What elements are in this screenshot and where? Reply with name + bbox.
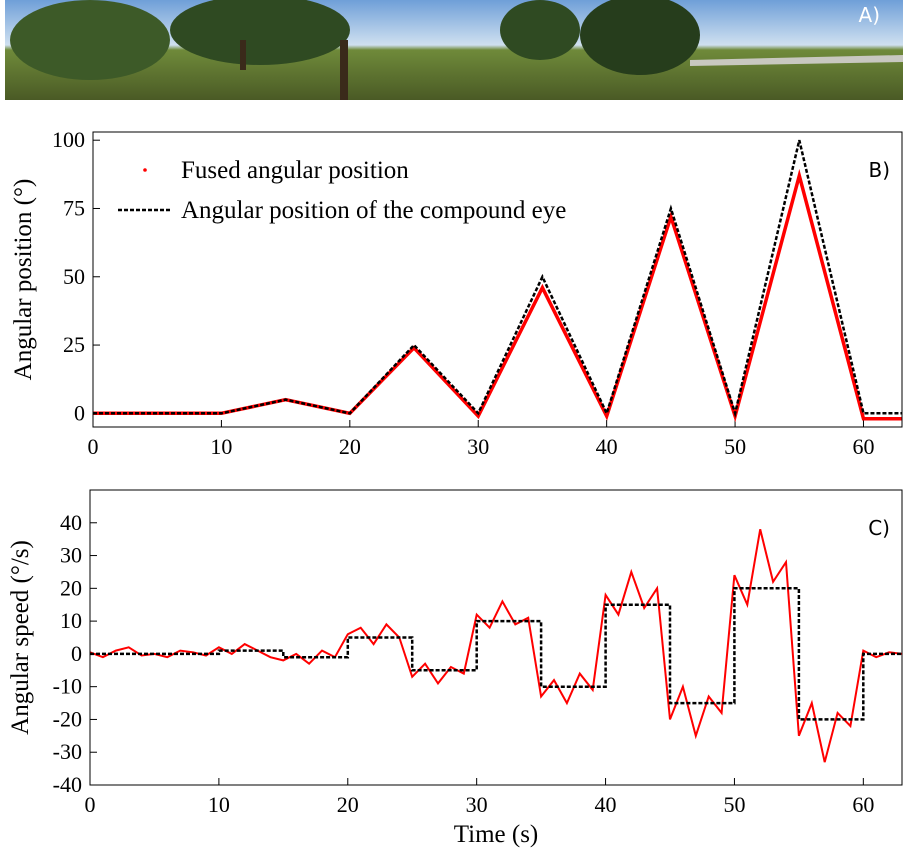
y-tick-label: -40 <box>53 772 82 797</box>
y-tick-label: 100 <box>52 127 85 152</box>
y-tick-label: 10 <box>60 608 82 633</box>
x-tick-label: 30 <box>466 792 488 817</box>
series-line <box>89 529 903 763</box>
plot-frame <box>89 489 903 786</box>
x-tick-label: 40 <box>596 434 618 459</box>
y-tick-label: 20 <box>60 575 82 600</box>
plot-frame <box>92 131 903 428</box>
x-tick-label: 10 <box>210 434 232 459</box>
legend-label: Fused angular position <box>181 157 409 184</box>
x-tick-label: 0 <box>85 792 96 817</box>
y-tick-label: -20 <box>53 706 82 731</box>
y-tick-label: 0 <box>71 641 82 666</box>
x-tick-label: 20 <box>337 792 359 817</box>
panel-label: C) <box>868 516 890 540</box>
y-tick-label: -10 <box>53 674 82 699</box>
y-tick-label: -30 <box>53 739 82 764</box>
panel-label: A) <box>859 3 880 27</box>
x-tick-label: 50 <box>724 434 746 459</box>
x-tick-label: 0 <box>88 434 99 459</box>
panorama: A) <box>5 0 903 100</box>
y-tick-label: 40 <box>60 510 82 535</box>
y-axis-label: Angular position (°) <box>10 179 37 381</box>
x-tick-label: 10 <box>208 792 230 817</box>
x-tick-label: 40 <box>595 792 617 817</box>
x-tick-label: 60 <box>852 434 874 459</box>
x-axis-label: Time (s) <box>454 821 539 848</box>
y-tick-label: 50 <box>63 264 85 289</box>
y-tick-label: 0 <box>74 400 85 425</box>
y-tick-label: 75 <box>63 195 85 220</box>
y-tick-label: 25 <box>63 332 85 357</box>
legend-label: Angular position of the compound eye <box>181 197 566 224</box>
x-tick-label: 20 <box>339 434 361 459</box>
legend-swatch <box>143 168 147 172</box>
x-tick-label: 60 <box>852 792 874 817</box>
y-axis-label: Angular speed (°/s) <box>7 540 34 735</box>
x-tick-label: 50 <box>723 792 745 817</box>
panel-label: B) <box>868 158 890 182</box>
series-line <box>90 587 902 721</box>
y-tick-label: 30 <box>60 543 82 568</box>
series-line <box>93 139 902 419</box>
x-tick-label: 30 <box>467 434 489 459</box>
